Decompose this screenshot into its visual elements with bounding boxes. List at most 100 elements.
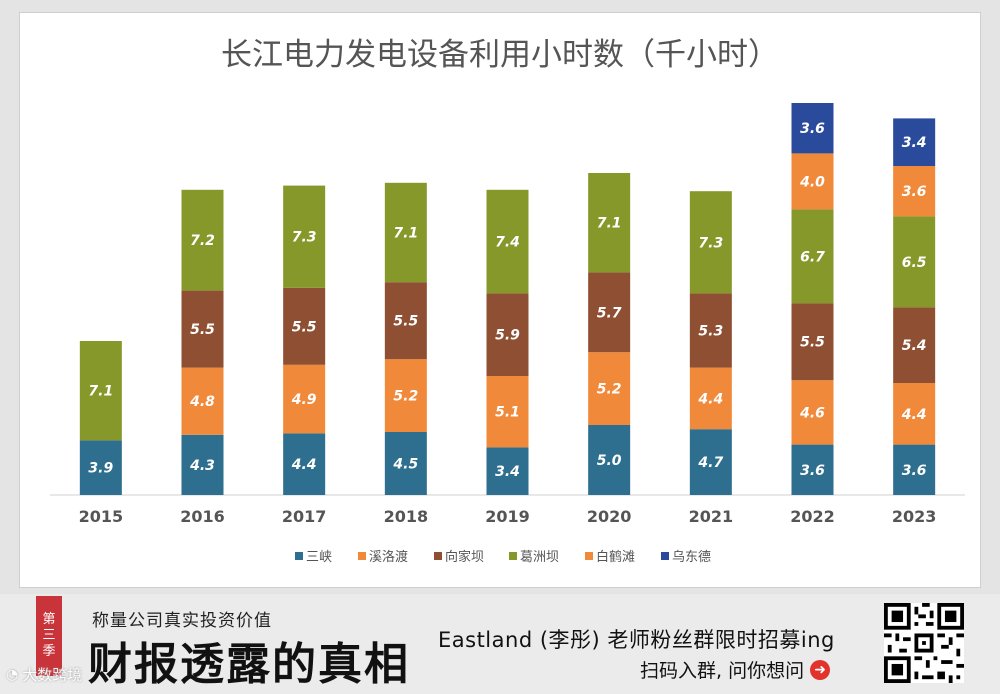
data-label: 5.5 bbox=[393, 314, 418, 330]
bar-segment[interactable] bbox=[283, 364, 326, 434]
bar-segment[interactable] bbox=[588, 173, 631, 273]
bar-segment[interactable] bbox=[689, 191, 732, 294]
data-label: 3.6 bbox=[902, 463, 927, 479]
bar-segment[interactable] bbox=[384, 282, 427, 360]
data-label: 4.5 bbox=[392, 457, 418, 473]
data-label: 5.5 bbox=[292, 319, 317, 335]
legend-label[interactable]: 白鹤滩 bbox=[596, 549, 635, 565]
data-label: 3.6 bbox=[800, 463, 825, 479]
bar-segment[interactable] bbox=[486, 376, 529, 448]
data-label: 5.2 bbox=[597, 382, 622, 398]
bar-segment[interactable] bbox=[384, 432, 427, 495]
legend-swatch bbox=[358, 552, 366, 560]
bar-segment[interactable] bbox=[283, 433, 326, 495]
qr-code-icon[interactable] bbox=[884, 603, 964, 683]
bar-segment[interactable] bbox=[689, 429, 732, 495]
data-label: 5.7 bbox=[597, 305, 622, 321]
data-label: 7.3 bbox=[292, 230, 317, 246]
legend-label[interactable]: 乌东德 bbox=[672, 549, 711, 565]
bar-segment[interactable] bbox=[893, 383, 936, 445]
x-tick-label: 2019 bbox=[485, 507, 530, 526]
watermark-text: 大数跨境 bbox=[22, 666, 83, 684]
bar-segment[interactable] bbox=[486, 189, 529, 294]
bar-segment[interactable] bbox=[893, 444, 936, 495]
data-label: 5.1 bbox=[495, 405, 520, 421]
stacked-bar-chart: 长江电力发电设备利用小时数（千小时） 3.9 7.1 2015 4.3 4.8 5.5 7.… bbox=[50, 37, 965, 565]
bar-segment[interactable] bbox=[181, 189, 224, 291]
watermark-logo-icon: ◔ bbox=[6, 666, 19, 683]
data-label: 3.6 bbox=[902, 184, 927, 200]
bar-segment[interactable] bbox=[588, 272, 631, 353]
data-label: 4.4 bbox=[291, 457, 317, 473]
bar-segment[interactable] bbox=[588, 352, 631, 425]
legend-swatch bbox=[661, 552, 669, 560]
data-label: 4.9 bbox=[291, 392, 317, 408]
data-label: 7.3 bbox=[698, 235, 723, 251]
data-label: 7.1 bbox=[597, 216, 622, 232]
data-label: 7.2 bbox=[190, 233, 215, 249]
data-label: 4.3 bbox=[189, 458, 215, 474]
bar-segment[interactable] bbox=[689, 367, 732, 430]
data-label: 7.1 bbox=[88, 384, 113, 400]
bar-segment[interactable] bbox=[893, 307, 936, 383]
bar-segment[interactable] bbox=[283, 185, 326, 288]
brand-subtitle: 称量公司真实投资价值 bbox=[92, 611, 272, 631]
x-tick-label: 2016 bbox=[180, 507, 225, 526]
data-label: 7.1 bbox=[393, 226, 418, 242]
x-tick-label: 2020 bbox=[587, 507, 632, 526]
x-tick-label: 2021 bbox=[689, 507, 734, 526]
data-label: 3.9 bbox=[88, 461, 113, 477]
legend-label[interactable]: 溪洛渡 bbox=[369, 549, 408, 565]
data-label: 5.9 bbox=[495, 328, 520, 344]
x-tick-label: 2023 bbox=[892, 507, 937, 526]
bar-segment[interactable] bbox=[893, 166, 936, 217]
season-char: 三 bbox=[42, 628, 56, 643]
bar-segment[interactable] bbox=[384, 359, 427, 432]
arrow-right-icon: ➜ bbox=[810, 659, 831, 680]
legend-label[interactable]: 向家坝 bbox=[445, 549, 484, 565]
bar-segment[interactable] bbox=[486, 293, 529, 376]
legend-label[interactable]: 三峡 bbox=[306, 550, 332, 565]
chart-title: 长江电力发电设备利用小时数（千小时） bbox=[221, 37, 779, 73]
bar-segment[interactable] bbox=[791, 153, 834, 210]
bar-segment[interactable] bbox=[588, 425, 631, 495]
data-label: 5.0 bbox=[597, 453, 622, 469]
data-label: 3.4 bbox=[495, 464, 520, 480]
chart-card: 长江电力发电设备利用小时数（千小时） 3.9 7.1 2015 4.3 4.8 5.5 7.… bbox=[19, 12, 981, 588]
bar-segment[interactable] bbox=[893, 118, 936, 166]
bar-segment[interactable] bbox=[384, 182, 427, 283]
legend-swatch bbox=[585, 552, 593, 560]
legend-swatch bbox=[434, 552, 442, 560]
bar-segment[interactable] bbox=[486, 447, 529, 495]
bar-segment[interactable] bbox=[791, 380, 834, 445]
bar-segment[interactable] bbox=[689, 293, 732, 368]
season-char: 第 bbox=[42, 612, 56, 627]
bar-segment[interactable] bbox=[283, 287, 326, 365]
bar-segment[interactable] bbox=[893, 216, 936, 308]
promo-cta[interactable]: 扫码入群, 问你想问 ➜ bbox=[640, 656, 831, 683]
bar-segment[interactable] bbox=[791, 303, 834, 381]
data-label: 4.8 bbox=[189, 394, 215, 410]
bar-segment[interactable] bbox=[791, 209, 834, 304]
data-label: 5.2 bbox=[393, 389, 418, 405]
bar-segment[interactable] bbox=[79, 341, 122, 441]
bar-segment[interactable] bbox=[181, 290, 224, 368]
x-tick-label: 2018 bbox=[384, 507, 429, 526]
data-label: 3.4 bbox=[902, 135, 927, 151]
x-tick-label: 2015 bbox=[79, 507, 124, 526]
season-char: 季 bbox=[42, 644, 56, 659]
footer-banner bbox=[0, 594, 1000, 694]
bar-segment[interactable] bbox=[181, 367, 224, 435]
bar-segment[interactable] bbox=[79, 440, 122, 495]
legend-swatch bbox=[295, 552, 303, 560]
data-label: 4.4 bbox=[901, 407, 927, 423]
data-label: 5.3 bbox=[698, 324, 723, 340]
x-tick-label: 2017 bbox=[282, 507, 327, 526]
bar-segment[interactable] bbox=[791, 103, 834, 154]
bar-segment[interactable] bbox=[181, 434, 224, 495]
legend-swatch bbox=[509, 552, 517, 560]
data-label: 5.5 bbox=[190, 322, 215, 338]
legend-label[interactable]: 葛洲坝 bbox=[520, 550, 559, 565]
data-label: 4.0 bbox=[799, 174, 825, 190]
bar-segment[interactable] bbox=[791, 444, 834, 495]
